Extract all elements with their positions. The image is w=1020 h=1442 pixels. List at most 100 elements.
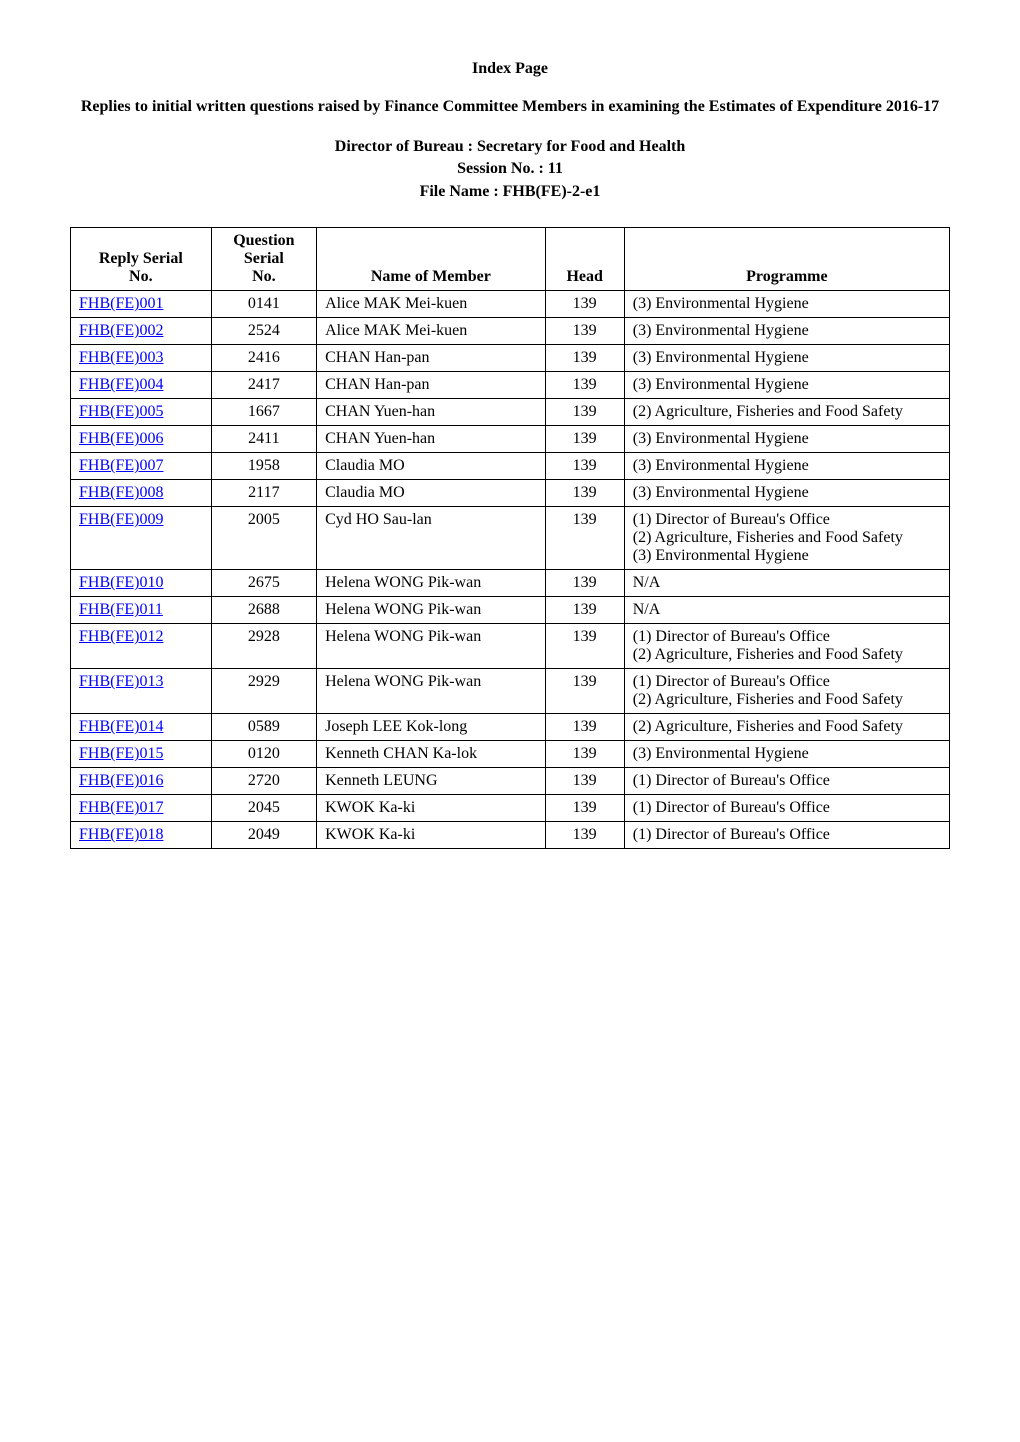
cell-head: 139 bbox=[545, 318, 624, 345]
reply-serial-link[interactable]: FHB(FE)009 bbox=[79, 511, 163, 528]
director-line: Director of Bureau : Secretary for Food … bbox=[335, 138, 685, 155]
reply-serial-link[interactable]: FHB(FE)001 bbox=[79, 295, 163, 312]
cell-head: 139 bbox=[545, 597, 624, 624]
cell-programme: (1) Director of Bureau's Office(2) Agric… bbox=[624, 624, 949, 669]
page-title: Index Page bbox=[70, 60, 950, 78]
cell-question-serial: 2005 bbox=[211, 507, 316, 570]
reply-serial-link[interactable]: FHB(FE)006 bbox=[79, 430, 163, 447]
cell-head: 139 bbox=[545, 507, 624, 570]
cell-member-name: Kenneth CHAN Ka-lok bbox=[317, 741, 546, 768]
cell-reply-serial: FHB(FE)001 bbox=[71, 291, 212, 318]
reply-serial-link[interactable]: FHB(FE)010 bbox=[79, 574, 163, 591]
cell-programme: N/A bbox=[624, 597, 949, 624]
cell-programme: (1) Director of Bureau's Office(2) Agric… bbox=[624, 507, 949, 570]
cell-question-serial: 2417 bbox=[211, 372, 316, 399]
cell-head: 139 bbox=[545, 570, 624, 597]
cell-member-name: Helena WONG Pik-wan bbox=[317, 624, 546, 669]
col-header-reply-line2: No. bbox=[79, 268, 203, 286]
reply-serial-link[interactable]: FHB(FE)005 bbox=[79, 403, 163, 420]
cell-reply-serial: FHB(FE)004 bbox=[71, 372, 212, 399]
col-header-question-line1: Question bbox=[220, 232, 308, 250]
table-row: FHB(FE)0082117Claudia MO139(3) Environme… bbox=[71, 480, 950, 507]
col-header-member: Name of Member bbox=[317, 228, 546, 291]
cell-member-name: Joseph LEE Kok-long bbox=[317, 714, 546, 741]
table-row: FHB(FE)006 2411CHAN Yuen-han139(3) Enviro… bbox=[71, 426, 950, 453]
table-row: FHB(FE)0010141Alice MAK Mei-kuen139(3) E… bbox=[71, 291, 950, 318]
cell-reply-serial: FHB(FE)017 bbox=[71, 795, 212, 822]
cell-head: 139 bbox=[545, 795, 624, 822]
cell-programme: (3) Environmental Hygiene bbox=[624, 453, 949, 480]
cell-programme: (2) Agriculture, Fisheries and Food Safe… bbox=[624, 399, 949, 426]
table-row: FHB(FE)0032416CHAN Han-pan139(3) Environ… bbox=[71, 345, 950, 372]
col-header-head: Head bbox=[545, 228, 624, 291]
reply-serial-link[interactable]: FHB(FE)004 bbox=[79, 376, 163, 393]
cell-head: 139 bbox=[545, 714, 624, 741]
cell-member-name: Claudia MO bbox=[317, 453, 546, 480]
reply-serial-link[interactable]: FHB(FE)016 bbox=[79, 772, 163, 789]
cell-programme: (3) Environmental Hygiene bbox=[624, 291, 949, 318]
table-row: FHB(FE)011 2688Helena WONG Pik-wan139N/A bbox=[71, 597, 950, 624]
session-line: Session No. : 11 bbox=[457, 160, 563, 177]
cell-question-serial: 2688 bbox=[211, 597, 316, 624]
cell-member-name: Helena WONG Pik-wan bbox=[317, 597, 546, 624]
reply-serial-link[interactable]: FHB(FE)002 bbox=[79, 322, 163, 339]
cell-reply-serial: FHB(FE)002 bbox=[71, 318, 212, 345]
reply-serial-link[interactable]: FHB(FE)018 bbox=[79, 826, 163, 843]
cell-reply-serial: FHB(FE)018 bbox=[71, 822, 212, 849]
cell-head: 139 bbox=[545, 399, 624, 426]
cell-programme: (3) Environmental Hygiene bbox=[624, 426, 949, 453]
reply-serial-link[interactable]: FHB(FE)007 bbox=[79, 457, 163, 474]
table-row: FHB(FE)0071958Claudia MO139(3) Environme… bbox=[71, 453, 950, 480]
table-row: FHB(FE)0051667CHAN Yuen-han139(2) Agricu… bbox=[71, 399, 950, 426]
reply-serial-link[interactable]: FHB(FE)014 bbox=[79, 718, 163, 735]
cell-question-serial: 2675 bbox=[211, 570, 316, 597]
session-info-block: Director of Bureau : Secretary for Food … bbox=[70, 136, 950, 203]
page-subtitle: Replies to initial written questions rai… bbox=[70, 98, 950, 116]
cell-head: 139 bbox=[545, 480, 624, 507]
cell-reply-serial: FHB(FE)016 bbox=[71, 768, 212, 795]
reply-serial-link[interactable]: FHB(FE)013 bbox=[79, 673, 163, 690]
reply-serial-link[interactable]: FHB(FE)015 bbox=[79, 745, 163, 762]
cell-programme: (3) Environmental Hygiene bbox=[624, 741, 949, 768]
table-row: FHB(FE)0042417CHAN Han-pan139(3) Environ… bbox=[71, 372, 950, 399]
cell-question-serial: 2117 bbox=[211, 480, 316, 507]
reply-serial-link[interactable]: FHB(FE)012 bbox=[79, 628, 163, 645]
reply-serial-link[interactable]: FHB(FE)017 bbox=[79, 799, 163, 816]
cell-reply-serial: FHB(FE)014 bbox=[71, 714, 212, 741]
cell-question-serial: 2416 bbox=[211, 345, 316, 372]
cell-programme: (3) Environmental Hygiene bbox=[624, 345, 949, 372]
cell-question-serial: 2411 bbox=[211, 426, 316, 453]
table-header-row: Reply Serial No. Question Serial No. Nam… bbox=[71, 228, 950, 291]
cell-reply-serial: FHB(FE)011 bbox=[71, 597, 212, 624]
cell-question-serial: 2049 bbox=[211, 822, 316, 849]
cell-reply-serial: FHB(FE)008 bbox=[71, 480, 212, 507]
cell-member-name: Helena WONG Pik-wan bbox=[317, 669, 546, 714]
reply-serial-link[interactable]: FHB(FE)003 bbox=[79, 349, 163, 366]
cell-reply-serial: FHB(FE)010 bbox=[71, 570, 212, 597]
cell-member-name: Alice MAK Mei-kuen bbox=[317, 291, 546, 318]
reply-serial-link[interactable]: FHB(FE)008 bbox=[79, 484, 163, 501]
table-row: FHB(FE)0092005Cyd HO Sau-lan139(1) Direc… bbox=[71, 507, 950, 570]
cell-member-name: KWOK Ka-ki bbox=[317, 822, 546, 849]
cell-question-serial: 2928 bbox=[211, 624, 316, 669]
cell-programme: N/A bbox=[624, 570, 949, 597]
cell-question-serial: 2929 bbox=[211, 669, 316, 714]
table-row: FHB(FE)0150120Kenneth CHAN Ka-lok139(3) … bbox=[71, 741, 950, 768]
cell-head: 139 bbox=[545, 669, 624, 714]
cell-head: 139 bbox=[545, 426, 624, 453]
cell-head: 139 bbox=[545, 345, 624, 372]
cell-reply-serial: FHB(FE)007 bbox=[71, 453, 212, 480]
cell-programme: (1) Director of Bureau's Office bbox=[624, 768, 949, 795]
cell-programme: (1) Director of Bureau's Office bbox=[624, 795, 949, 822]
cell-reply-serial: FHB(FE)015 bbox=[71, 741, 212, 768]
cell-question-serial: 2524 bbox=[211, 318, 316, 345]
cell-reply-serial: FHB(FE)013 bbox=[71, 669, 212, 714]
cell-programme: (1) Director of Bureau's Office bbox=[624, 822, 949, 849]
reply-serial-link[interactable]: FHB(FE)011 bbox=[79, 601, 163, 618]
cell-programme: (3) Environmental Hygiene bbox=[624, 318, 949, 345]
col-header-programme: Programme bbox=[624, 228, 949, 291]
cell-member-name: Kenneth LEUNG bbox=[317, 768, 546, 795]
replies-table: Reply Serial No. Question Serial No. Nam… bbox=[70, 227, 950, 849]
cell-programme: (3) Environmental Hygiene bbox=[624, 480, 949, 507]
cell-member-name: CHAN Yuen-han bbox=[317, 426, 546, 453]
